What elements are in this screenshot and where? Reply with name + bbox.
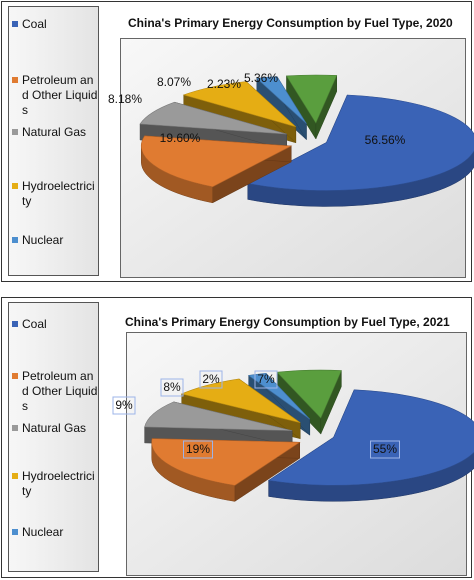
legend: Coal Petroleum and Other Liquids Natural G… (8, 302, 99, 572)
legend-entry-natural-gas: Natural Gas (12, 125, 98, 140)
data-label-petroleum-and-other-liquids: 19.60% (160, 131, 201, 145)
legend-label: Natural Gas (22, 421, 87, 435)
chart-panel-2021: Coal Petroleum and Other Liquids Natural G… (1, 297, 474, 578)
pie-slice-nuclear (247, 372, 311, 436)
data-label-natural-gas: 9% (115, 398, 133, 412)
legend-swatch (12, 529, 18, 535)
legend-label: Petroleum and Other Liquids (22, 73, 98, 117)
pie-slice-natural-gas (139, 101, 287, 151)
data-label-box (254, 370, 278, 389)
pie-slice-petroleum-and-other-liquids (151, 438, 301, 502)
legend-label: Coal (22, 17, 47, 31)
pie-slice-natural-gas (144, 401, 293, 447)
legend-swatch (12, 129, 18, 135)
pie-chart-2020: 56.56% 19.60% 8.18% 8.07% 2.23% 5.36% (108, 71, 474, 207)
data-label-coal: 55% (373, 442, 397, 456)
data-label-other: 7% (257, 372, 275, 386)
legend-swatch (12, 77, 18, 83)
pie-slice-nuclear (256, 75, 307, 141)
pie-slice-other (285, 74, 338, 140)
legend-swatch (12, 237, 18, 243)
legend-entry-nuclear: Nuclear (12, 233, 98, 248)
legend-swatch (12, 473, 18, 479)
data-label-box (112, 396, 136, 415)
legend-entry-hydroelectricity: Hydroelectricity (12, 179, 98, 209)
legend-entry-petroleum-and-other-liquids: Petroleum and Other Liquids (12, 73, 98, 118)
data-label-hydroelectricity: 8.07% (157, 75, 191, 89)
data-label-hydroelectricity: 8% (163, 380, 181, 394)
chart-title: China's Primary Energy Consumption by Fu… (125, 315, 450, 329)
legend-label: Petroleum and Other Liquids (22, 369, 98, 413)
legend-swatch (12, 183, 18, 189)
legend-label: Coal (22, 317, 47, 331)
legend-swatch (12, 21, 18, 27)
legend-label: Natural Gas (22, 125, 87, 139)
data-label-natural-gas: 8.18% (108, 92, 142, 106)
legend-entry-hydroelectricity: Hydroelectricity (12, 469, 98, 499)
chart-title: China's Primary Energy Consumption by Fu… (128, 16, 453, 30)
legend-swatch (12, 373, 18, 379)
legend-label: Hydroelectricity (22, 469, 95, 498)
data-label-other: 5.36% (244, 71, 278, 85)
legend-label: Hydroelectricity (22, 179, 95, 208)
legend-entry-nuclear: Nuclear (12, 525, 98, 540)
chart-panel-2020: Coal Petroleum and Other Liquids Natural G… (1, 1, 474, 282)
legend-entry-petroleum-and-other-liquids: Petroleum and Other Liquids (12, 369, 98, 414)
data-label-coal: 56.56% (365, 133, 406, 147)
legend-entry-coal: Coal (12, 317, 98, 332)
pie-slice-petroleum-and-other-liquids (140, 135, 293, 204)
data-label-box (199, 370, 223, 389)
data-label-box (370, 440, 400, 459)
legend-swatch (12, 321, 18, 327)
legend: Coal Petroleum and Other Liquids Natural G… (8, 6, 99, 276)
legend-label: Nuclear (22, 233, 64, 247)
data-label-nuclear: 2.23% (207, 77, 241, 91)
pie-chart-2021: 55% 19% 9% 8% 2% 7% (112, 369, 474, 502)
pie-slice-coal (267, 389, 474, 502)
pie-slice-coal (246, 94, 474, 207)
legend-entry-natural-gas: Natural Gas (12, 421, 98, 436)
legend-label: Nuclear (22, 525, 64, 539)
data-label-petroleum-and-other-liquids: 19% (186, 442, 210, 456)
pie-slice-other (276, 369, 342, 435)
data-label-box (183, 440, 213, 459)
legend-swatch (12, 425, 18, 431)
data-label-nuclear: 2% (202, 372, 220, 386)
data-label-box (160, 378, 184, 397)
legend-entry-coal: Coal (12, 17, 98, 32)
